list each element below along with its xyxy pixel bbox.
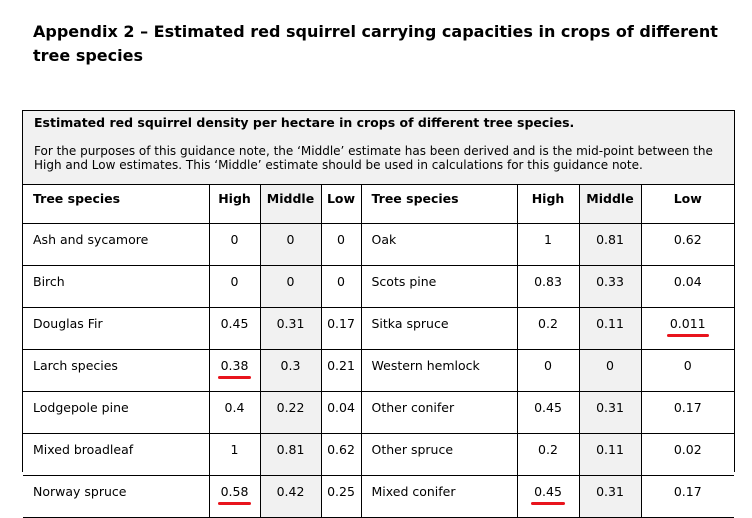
species-cell: Scots pine bbox=[360, 265, 518, 308]
header-tree-species-right: Tree species bbox=[360, 184, 518, 224]
species-cell: Larch species bbox=[23, 349, 210, 392]
high-cell-highlighted: 0.58 bbox=[208, 475, 261, 518]
box-note: For the purposes of this guidance note, … bbox=[34, 144, 713, 172]
header-middle-left: Middle bbox=[259, 184, 322, 224]
high-cell: 0 bbox=[516, 349, 580, 392]
high-cell: 1 bbox=[516, 223, 580, 266]
box-title: Estimated red squirrel density per hecta… bbox=[34, 115, 575, 130]
middle-cell: 0.11 bbox=[578, 307, 642, 350]
low-cell: 0 bbox=[640, 349, 734, 392]
low-cell: 0 bbox=[320, 223, 362, 266]
table-row: Larch species 0.38 0.3 0.21 Western heml… bbox=[23, 349, 734, 392]
middle-cell: 0.81 bbox=[578, 223, 642, 266]
species-cell: Norway spruce bbox=[23, 475, 210, 518]
low-cell: 0.04 bbox=[640, 265, 734, 308]
high-cell: 0.45 bbox=[516, 391, 580, 434]
species-cell: Lodgepole pine bbox=[23, 391, 210, 434]
highlighted-value: 0.45 bbox=[531, 484, 565, 505]
highlighted-value: 0.58 bbox=[217, 484, 252, 505]
species-cell: Birch bbox=[23, 265, 210, 308]
high-cell: 0.2 bbox=[516, 433, 580, 476]
middle-cell: 0.31 bbox=[259, 307, 322, 350]
low-cell-highlighted: 0.011 bbox=[640, 307, 734, 350]
middle-cell: 0 bbox=[578, 349, 642, 392]
high-cell: 0 bbox=[208, 223, 261, 266]
low-cell: 0.02 bbox=[640, 433, 734, 476]
low-cell: 0.17 bbox=[640, 391, 734, 434]
table-row: Mixed broadleaf 1 0.81 0.62 Other spruce… bbox=[23, 433, 734, 476]
low-cell: 0.17 bbox=[640, 475, 734, 518]
header-low-right: Low bbox=[640, 184, 734, 224]
high-cell: 1 bbox=[208, 433, 261, 476]
heading-line-1: Appendix 2 – Estimated red squirrel carr… bbox=[33, 22, 718, 41]
middle-cell: 0.22 bbox=[259, 391, 322, 434]
middle-cell: 0.11 bbox=[578, 433, 642, 476]
density-table-box: Estimated red squirrel density per hecta… bbox=[22, 110, 735, 518]
species-cell: Ash and sycamore bbox=[23, 223, 210, 266]
middle-cell: 0.31 bbox=[578, 391, 642, 434]
species-cell: Douglas Fir bbox=[23, 307, 210, 350]
species-cell: Mixed broadleaf bbox=[23, 433, 210, 476]
high-cell: 0.4 bbox=[208, 391, 261, 434]
high-cell-highlighted: 0.38 bbox=[208, 349, 261, 392]
table-header-row: Tree species High Middle Low Tree specie… bbox=[23, 184, 734, 224]
middle-cell: 0.33 bbox=[578, 265, 642, 308]
middle-cell: 0 bbox=[259, 223, 322, 266]
highlighted-value: 0.011 bbox=[666, 316, 709, 337]
middle-cell: 0.31 bbox=[578, 475, 642, 518]
high-cell: 0.45 bbox=[208, 307, 261, 350]
high-cell-highlighted: 0.45 bbox=[516, 475, 580, 518]
header-high-right: High bbox=[516, 184, 580, 224]
highlighted-value: 0.38 bbox=[217, 358, 252, 379]
appendix-heading: Appendix 2 – Estimated red squirrel carr… bbox=[33, 20, 733, 68]
species-cell: Mixed conifer bbox=[360, 475, 518, 518]
middle-cell: 0.42 bbox=[259, 475, 322, 518]
table-row: Birch 0 0 0 Scots pine 0.83 0.33 0.04 bbox=[23, 265, 734, 308]
low-cell: 0.21 bbox=[320, 349, 362, 392]
middle-cell: 0.81 bbox=[259, 433, 322, 476]
middle-cell: 0 bbox=[259, 265, 322, 308]
low-cell: 0.62 bbox=[640, 223, 734, 266]
species-cell: Western hemlock bbox=[360, 349, 518, 392]
low-cell: 0.25 bbox=[320, 475, 362, 518]
header-high-left: High bbox=[208, 184, 261, 224]
table-row: Norway spruce 0.58 0.42 0.25 Mixed conif… bbox=[23, 475, 734, 518]
header-tree-species-left: Tree species bbox=[23, 184, 210, 224]
table-row: Douglas Fir 0.45 0.31 0.17 Sitka spruce … bbox=[23, 307, 734, 350]
density-table: Tree species High Middle Low Tree specie… bbox=[23, 184, 734, 518]
low-cell: 0.17 bbox=[320, 307, 362, 350]
high-cell: 0 bbox=[208, 265, 261, 308]
species-cell: Other spruce bbox=[360, 433, 518, 476]
heading-line-2: tree species bbox=[33, 46, 143, 65]
low-cell: 0.62 bbox=[320, 433, 362, 476]
high-cell: 0.2 bbox=[516, 307, 580, 350]
middle-cell: 0.3 bbox=[259, 349, 322, 392]
species-cell: Sitka spruce bbox=[360, 307, 518, 350]
header-middle-right: Middle bbox=[578, 184, 642, 224]
header-low-left: Low bbox=[320, 184, 362, 224]
table-row: Ash and sycamore 0 0 0 Oak 1 0.81 0.62 bbox=[23, 223, 734, 266]
species-cell: Other conifer bbox=[360, 391, 518, 434]
low-cell: 0.04 bbox=[320, 391, 362, 434]
table-row: Lodgepole pine 0.4 0.22 0.04 Other conif… bbox=[23, 391, 734, 434]
species-cell: Oak bbox=[360, 223, 518, 266]
low-cell: 0 bbox=[320, 265, 362, 308]
high-cell: 0.83 bbox=[516, 265, 580, 308]
